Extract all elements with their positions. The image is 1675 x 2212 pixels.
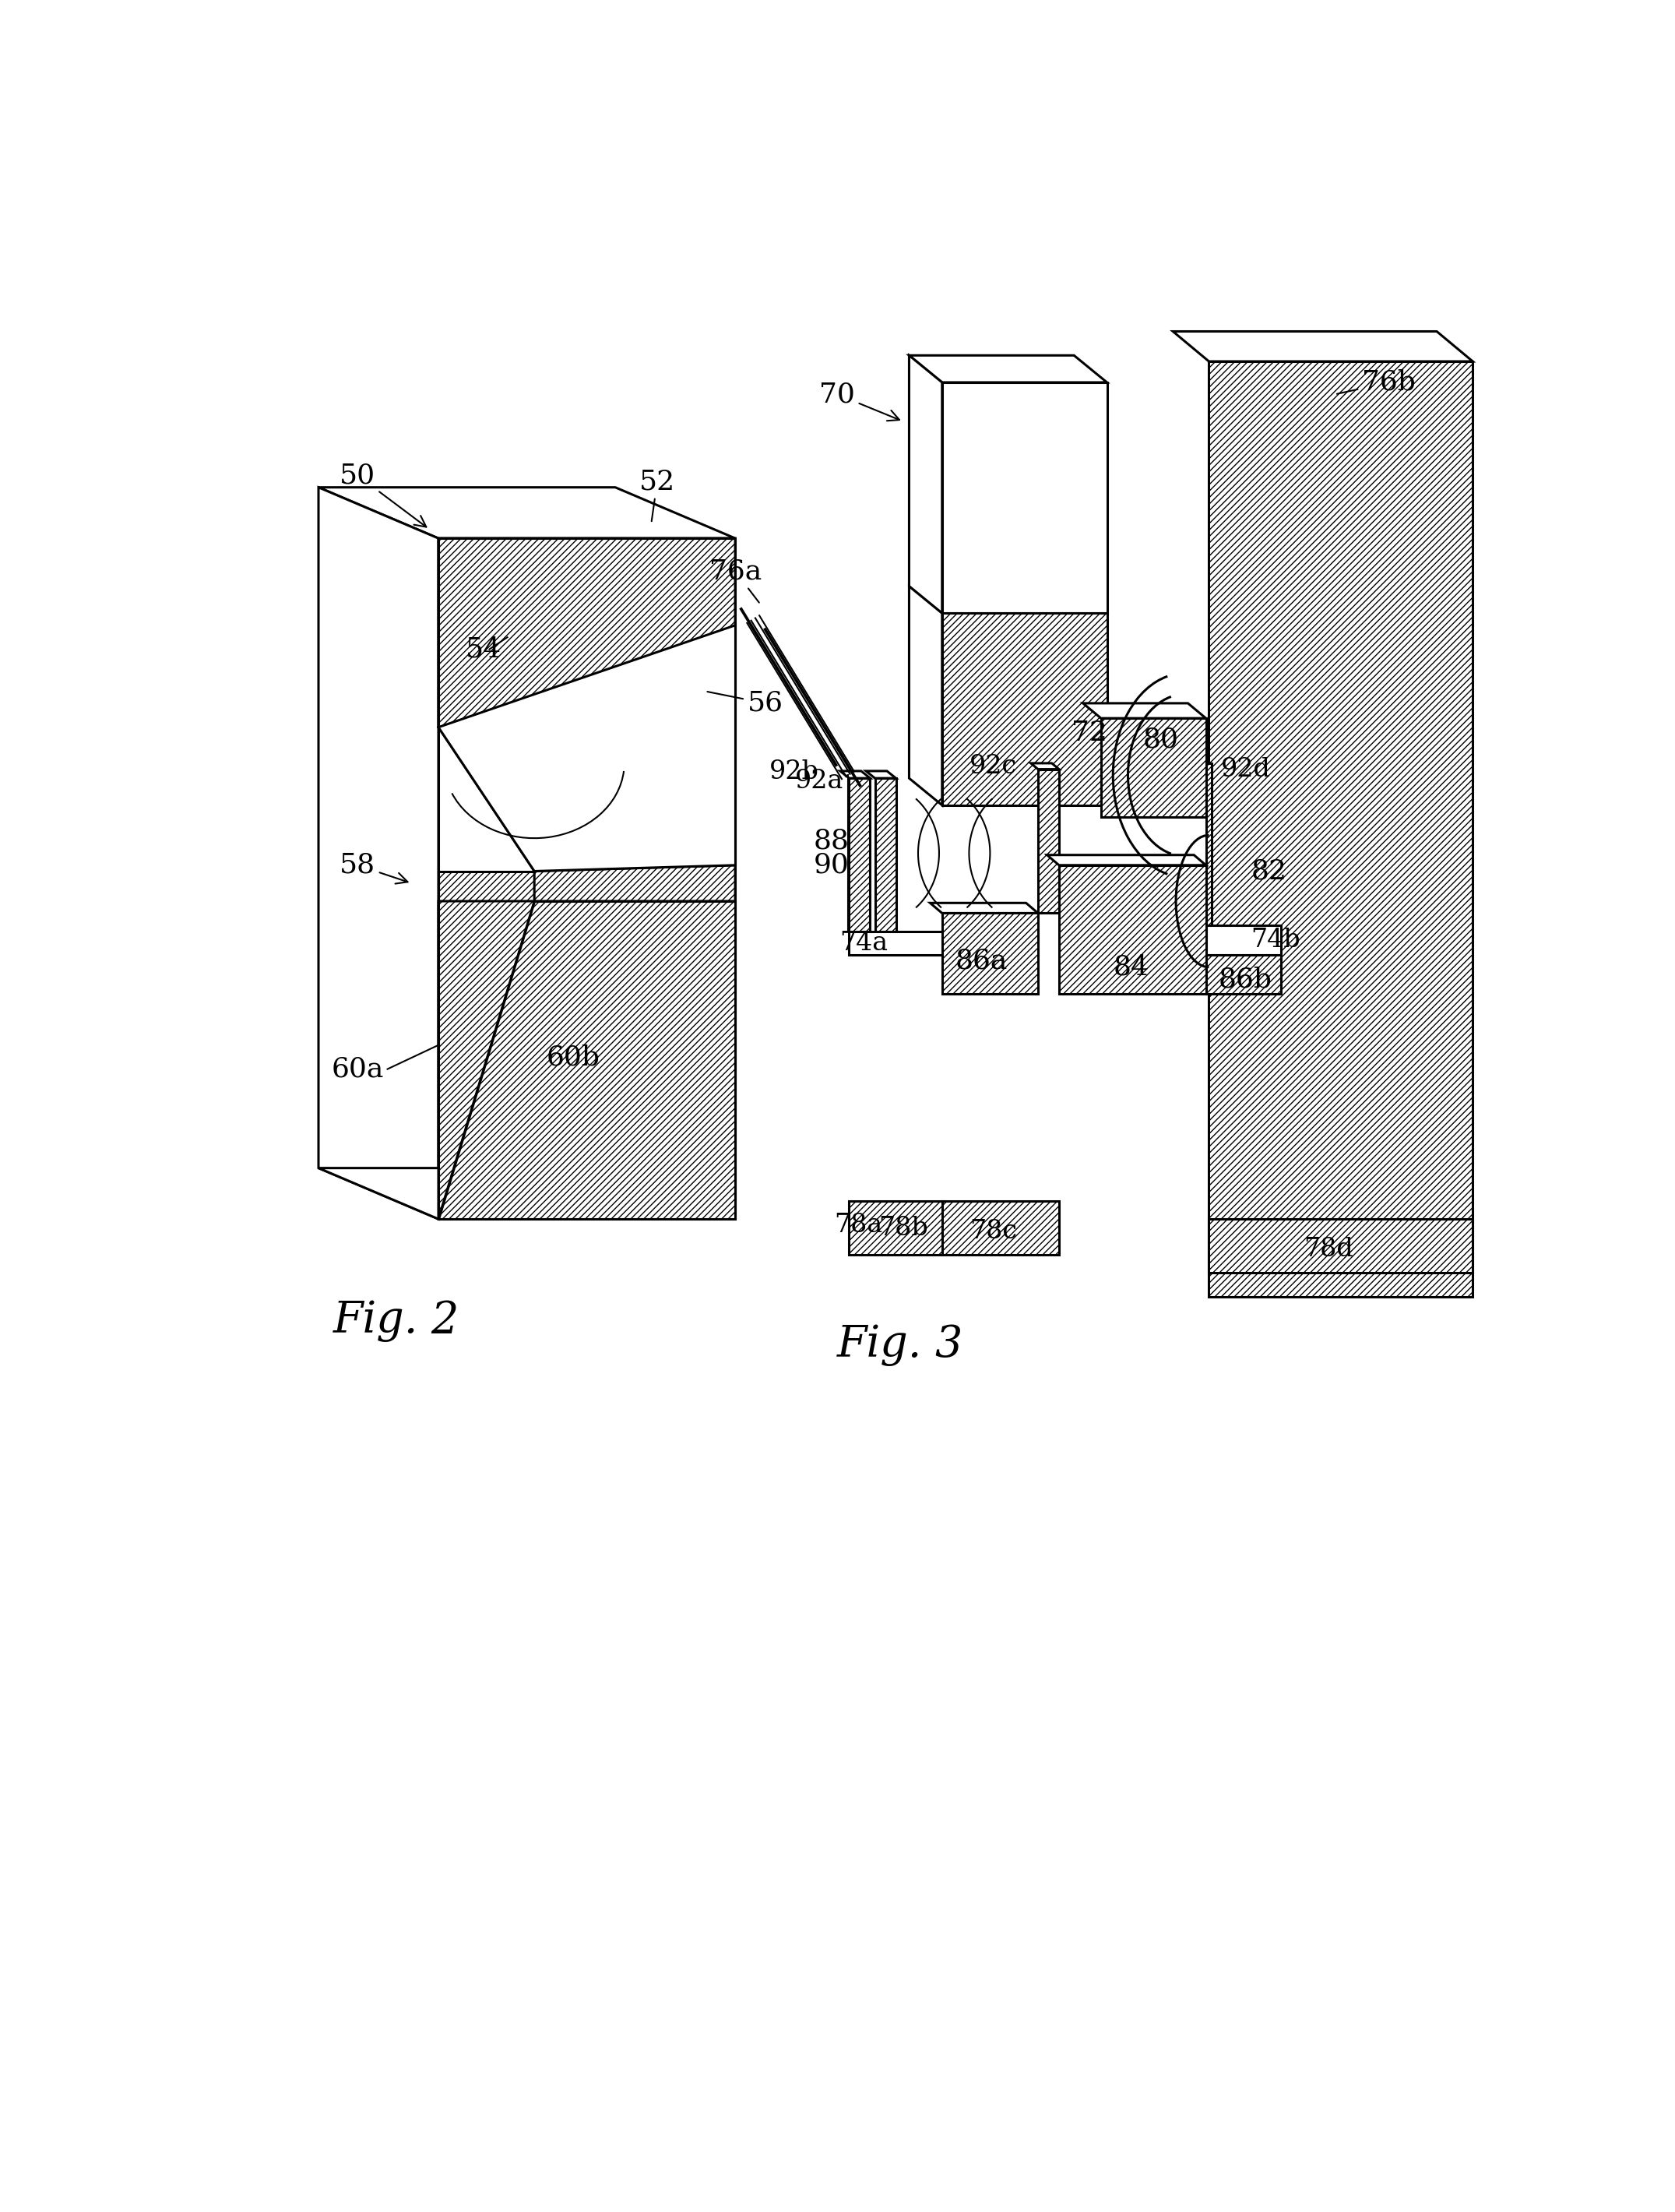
Text: 92a: 92a — [794, 770, 843, 794]
Polygon shape — [439, 872, 534, 900]
Polygon shape — [849, 931, 1038, 956]
Polygon shape — [1030, 763, 1059, 770]
Text: 52: 52 — [640, 469, 675, 522]
Polygon shape — [439, 900, 534, 1219]
Polygon shape — [1209, 1219, 1472, 1272]
Text: 78a: 78a — [834, 1212, 883, 1237]
Polygon shape — [910, 356, 941, 613]
Polygon shape — [1206, 956, 1281, 993]
Polygon shape — [439, 900, 735, 1219]
Polygon shape — [1172, 332, 1472, 361]
Text: 80: 80 — [1142, 726, 1179, 752]
Polygon shape — [1206, 925, 1281, 956]
Polygon shape — [849, 779, 869, 931]
Text: 50: 50 — [340, 462, 425, 526]
Polygon shape — [910, 356, 1107, 383]
Text: 60b: 60b — [546, 1044, 600, 1071]
Polygon shape — [941, 383, 1107, 613]
Polygon shape — [874, 779, 896, 931]
Polygon shape — [941, 1201, 1059, 1254]
Polygon shape — [318, 487, 735, 538]
Text: 58: 58 — [340, 852, 407, 883]
Polygon shape — [841, 772, 869, 779]
Text: Fig. 2: Fig. 2 — [333, 1301, 461, 1343]
Polygon shape — [318, 487, 439, 1219]
Text: 76b: 76b — [1337, 369, 1415, 396]
Text: 88: 88 — [814, 827, 849, 854]
Text: 74b: 74b — [1251, 927, 1300, 953]
Text: 86a: 86a — [955, 949, 1007, 973]
Polygon shape — [866, 772, 896, 779]
Text: 92c: 92c — [970, 754, 1017, 779]
Polygon shape — [1038, 770, 1059, 914]
Text: 90: 90 — [814, 852, 849, 878]
Polygon shape — [439, 538, 735, 872]
Text: 84: 84 — [1114, 953, 1149, 980]
Polygon shape — [1084, 703, 1206, 719]
Text: 78d: 78d — [1305, 1237, 1353, 1261]
Text: 76a: 76a — [709, 557, 762, 602]
Polygon shape — [534, 865, 735, 900]
Polygon shape — [930, 902, 1038, 914]
Text: 60a: 60a — [332, 1055, 384, 1082]
Text: 92d: 92d — [1221, 757, 1271, 781]
Polygon shape — [1047, 856, 1206, 865]
Text: 78b: 78b — [878, 1217, 928, 1241]
Text: 92b: 92b — [769, 759, 819, 785]
Text: 56: 56 — [707, 690, 784, 717]
Text: Fig. 3: Fig. 3 — [838, 1323, 963, 1367]
Polygon shape — [1059, 865, 1206, 993]
Polygon shape — [318, 1168, 735, 1219]
Polygon shape — [849, 1201, 941, 1254]
Text: 86b: 86b — [1218, 967, 1271, 993]
Text: 72: 72 — [1072, 719, 1107, 745]
Polygon shape — [910, 586, 941, 805]
Text: 82: 82 — [1251, 858, 1286, 885]
Polygon shape — [1209, 361, 1472, 1296]
Text: 54: 54 — [466, 637, 501, 664]
Polygon shape — [1206, 763, 1213, 967]
Text: 70: 70 — [819, 380, 899, 420]
Polygon shape — [941, 914, 1038, 993]
Polygon shape — [439, 626, 735, 872]
Polygon shape — [1100, 719, 1206, 816]
Text: 74a: 74a — [839, 931, 888, 956]
Text: 78c: 78c — [970, 1219, 1017, 1243]
Polygon shape — [941, 613, 1107, 805]
